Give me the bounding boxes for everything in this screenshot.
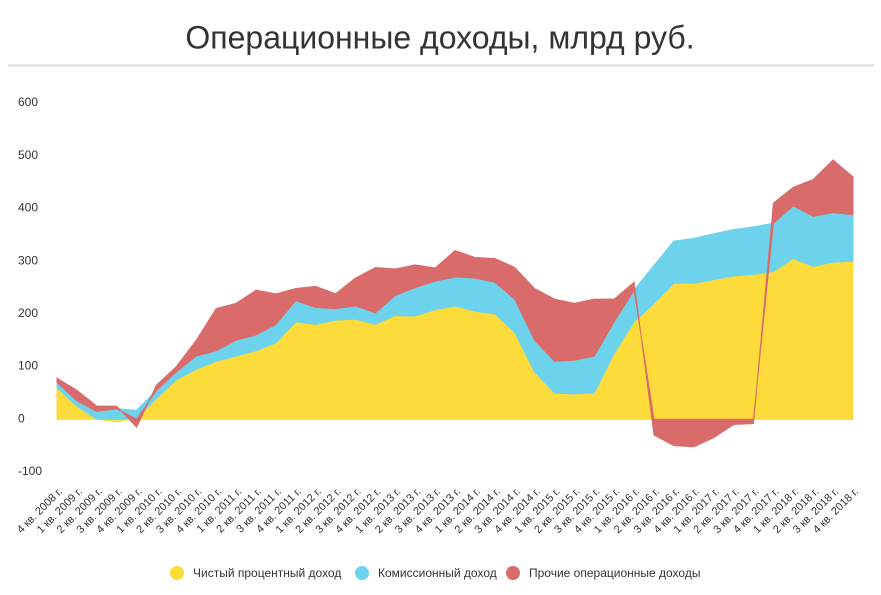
y-tick-label: 500: [18, 148, 38, 162]
area: [56, 159, 854, 448]
y-tick-label: -100: [18, 464, 42, 478]
y-tick-label: 400: [18, 201, 38, 215]
legend-marker: [506, 566, 520, 580]
legend-marker: [355, 566, 369, 580]
y-tick-label: 300: [18, 253, 38, 267]
y-tick-label: 600: [18, 95, 38, 109]
legend-label: Прочие операционные доходы: [529, 566, 700, 580]
title-separator: [8, 64, 874, 67]
y-tick-label: 200: [18, 306, 38, 320]
y-tick-label: 100: [18, 359, 38, 373]
legend-marker: [170, 566, 184, 580]
legend-label: Чистый процентный доход: [193, 566, 341, 580]
y-tick-label: 0: [18, 411, 25, 425]
legend-label: Комиссионный доход: [378, 566, 497, 580]
chart-title: Операционные доходы, млрд руб.: [185, 19, 694, 55]
